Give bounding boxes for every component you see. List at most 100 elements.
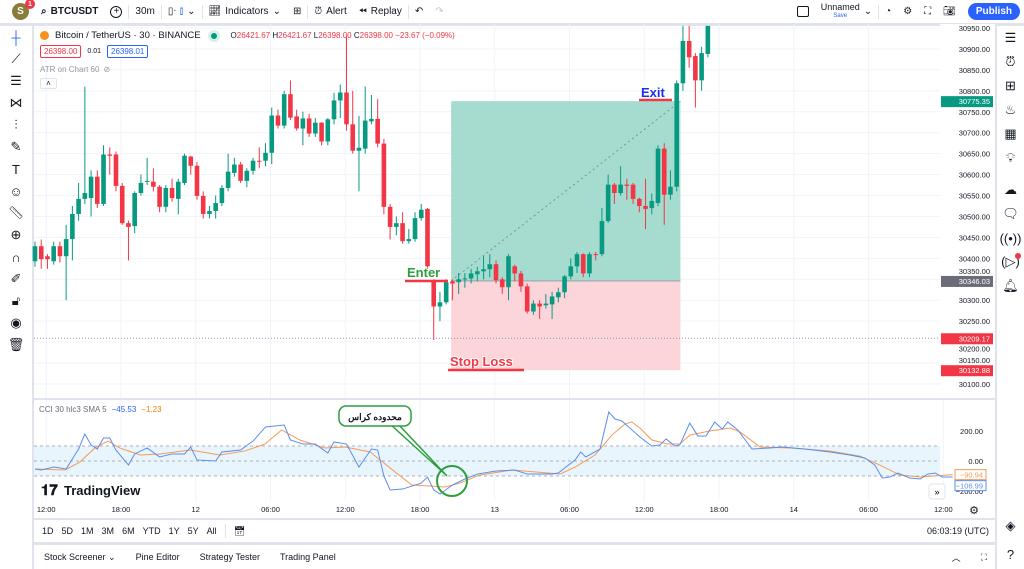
- zoom-tool[interactable]: ⊕: [0, 224, 32, 246]
- candle: [381, 138, 387, 215]
- candle-body: [182, 155, 187, 183]
- lock-drawing-tool[interactable]: ✐: [0, 268, 32, 290]
- cross-circle: [436, 465, 468, 497]
- emoji-tool[interactable]: ☺: [0, 180, 32, 202]
- trend-line-tool[interactable]: ⟋: [0, 48, 32, 70]
- symbol-title[interactable]: Bitcoin / TetherUS · 30 · BINANCE: [55, 30, 201, 41]
- notifications-button[interactable]: 🔔︎: [997, 274, 1024, 298]
- timeframe-bar: 1D 5D 1M 3M 6M YTD 1Y 5Y All 📅︎ 06:03:19…: [34, 520, 995, 542]
- buy-price-button[interactable]: 26398.01: [107, 45, 149, 58]
- timeframe-6m[interactable]: 6M: [122, 526, 135, 536]
- timeframe-1d[interactable]: 1D: [42, 526, 54, 536]
- layout-button[interactable]: [791, 0, 815, 23]
- interval-button[interactable]: 30m: [135, 6, 155, 17]
- cci-ma-badge-label: −90.94: [960, 471, 983, 480]
- clock-readout[interactable]: 06:03:19 (UTC): [926, 526, 989, 536]
- indicators-button[interactable]: 📈︎ Indicators ⌄: [208, 6, 281, 17]
- expand-panel-button[interactable]: ︿: [952, 551, 961, 564]
- hide-drawings-tool[interactable]: ◉: [0, 312, 32, 334]
- candle-body: [281, 94, 287, 126]
- tab-stock-screener[interactable]: Stock Screener ⌄: [44, 551, 116, 562]
- alerts-button[interactable]: ⏰︎: [997, 50, 1024, 74]
- help-button[interactable]: ?: [997, 542, 1024, 566]
- signals-button[interactable]: ((•)): [997, 226, 1024, 250]
- timeframe-3m[interactable]: 3M: [101, 526, 115, 536]
- fullscreen-icon: ⛶: [924, 6, 932, 17]
- replay-button[interactable]: ⏪︎ Replay: [358, 6, 402, 17]
- price-label: 30250.00: [959, 317, 990, 326]
- alert-button[interactable]: ⏰︎ Alert: [314, 6, 347, 17]
- pattern-tool[interactable]: ⋈: [0, 92, 32, 114]
- quick-search-button[interactable]: ◔: [879, 0, 897, 23]
- go-to-date-button[interactable]: 📅︎: [234, 526, 245, 537]
- templates-button[interactable]: ⊞: [287, 0, 307, 23]
- buy-sell-panel: 26398.00 0.01 26398.01: [40, 45, 149, 58]
- timeframe-ytd[interactable]: YTD: [142, 526, 161, 536]
- candle-body: [313, 122, 318, 134]
- long-position-tool[interactable]: [450, 100, 681, 371]
- symbol-search[interactable]: ⌕ BTCUSDT: [41, 6, 99, 17]
- price-axis[interactable]: 30950.00 30900.00 30850.00 30800.00 30750.00…: [940, 24, 995, 399]
- layout-name-button[interactable]: Unnamed Save ⌄: [820, 1, 873, 19]
- undo-button[interactable]: ↶: [409, 0, 429, 23]
- crosshair-tool[interactable]: ┼: [0, 26, 32, 48]
- timeframe-1m[interactable]: 1M: [81, 526, 94, 536]
- timeframe-5d[interactable]: 5D: [61, 526, 74, 536]
- scroll-to-realtime-button[interactable]: »: [928, 483, 946, 500]
- calendar-button[interactable]: ▦: [997, 122, 1024, 146]
- sell-price-button[interactable]: 26398.00: [40, 45, 82, 58]
- fullscreen-button[interactable]: ⛶: [918, 0, 937, 23]
- atr-indicator-legend[interactable]: ATR on Chart 60 ⊘: [40, 65, 111, 74]
- layers-button[interactable]: ◈: [997, 514, 1024, 538]
- watchlist-button[interactable]: ☰: [997, 26, 1024, 50]
- bar-style-button[interactable]: ▯ᐧ ⫾ ⌄: [162, 0, 202, 23]
- messages-button[interactable]: 🗨︎: [997, 202, 1024, 226]
- axis-settings-icon[interactable]: ⚙: [969, 505, 979, 517]
- ruler-tool[interactable]: 📏︎: [0, 202, 32, 224]
- candle: [219, 185, 225, 206]
- prediction-tool[interactable]: ⫶: [0, 114, 32, 136]
- enter-label: Enter: [407, 265, 440, 280]
- candle-body: [487, 264, 493, 270]
- candle: [132, 191, 137, 234]
- redo-button[interactable]: ↷: [429, 0, 449, 23]
- price-label: 30200.00: [959, 344, 990, 353]
- cci-legend[interactable]: CCI 30 hlc3 SMA 5 −45.53 −1.23: [39, 405, 162, 414]
- tab-trading-panel[interactable]: Trading Panel: [280, 552, 336, 562]
- chats-button[interactable]: ☁: [997, 178, 1024, 202]
- market-status-icon[interactable]: [210, 32, 217, 39]
- timeframe-1y[interactable]: 1Y: [168, 526, 180, 536]
- timeframe-5y[interactable]: 5Y: [187, 526, 199, 536]
- eye-off-icon[interactable]: ⊘: [103, 65, 111, 74]
- fib-tool[interactable]: ☰: [0, 70, 32, 92]
- lock-all-tool[interactable]: 🔓︎: [0, 290, 32, 312]
- price-marker: [941, 365, 993, 377]
- remove-drawings-tool[interactable]: 🗑︎: [0, 334, 32, 356]
- indicators-icon: 📈︎: [208, 6, 222, 17]
- magnet-tool[interactable]: ∩: [0, 246, 32, 268]
- candle-body: [556, 292, 561, 298]
- tab-pine-editor[interactable]: Pine Editor: [135, 552, 180, 562]
- text-tool[interactable]: T: [0, 158, 32, 180]
- candle: [269, 107, 275, 165]
- compare-symbol-button[interactable]: +: [104, 0, 128, 23]
- brush-tool[interactable]: ✎: [0, 136, 32, 158]
- snapshot-button[interactable]: 📷︎: [937, 0, 962, 23]
- object-tree-button[interactable]: ⊞: [997, 74, 1024, 98]
- candle: [518, 270, 524, 292]
- timeframe-all[interactable]: All: [206, 526, 217, 536]
- streams-button[interactable]: (▷): [997, 250, 1024, 274]
- candle-body: [200, 195, 206, 214]
- ideas-button[interactable]: 💡︎: [997, 146, 1024, 170]
- publish-button[interactable]: Publish: [967, 3, 1020, 20]
- collapse-legend-button[interactable]: ˄: [40, 78, 57, 89]
- settings-button[interactable]: ⚙: [897, 0, 918, 23]
- time-label: 18:00: [112, 505, 131, 514]
- tab-strategy-tester[interactable]: Strategy Tester: [199, 552, 260, 562]
- hotlists-button[interactable]: ♨: [997, 98, 1024, 122]
- maximize-panel-button[interactable]: ⛶: [981, 552, 995, 563]
- time-axis[interactable]: 12:00 18:00 12 06:00 12:00 18:00 13 06:00 12:00 1…: [37, 505, 953, 514]
